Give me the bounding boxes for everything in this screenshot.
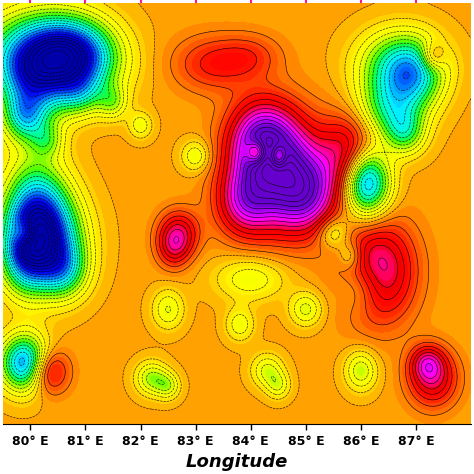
- X-axis label: Longitude: Longitude: [186, 453, 288, 471]
